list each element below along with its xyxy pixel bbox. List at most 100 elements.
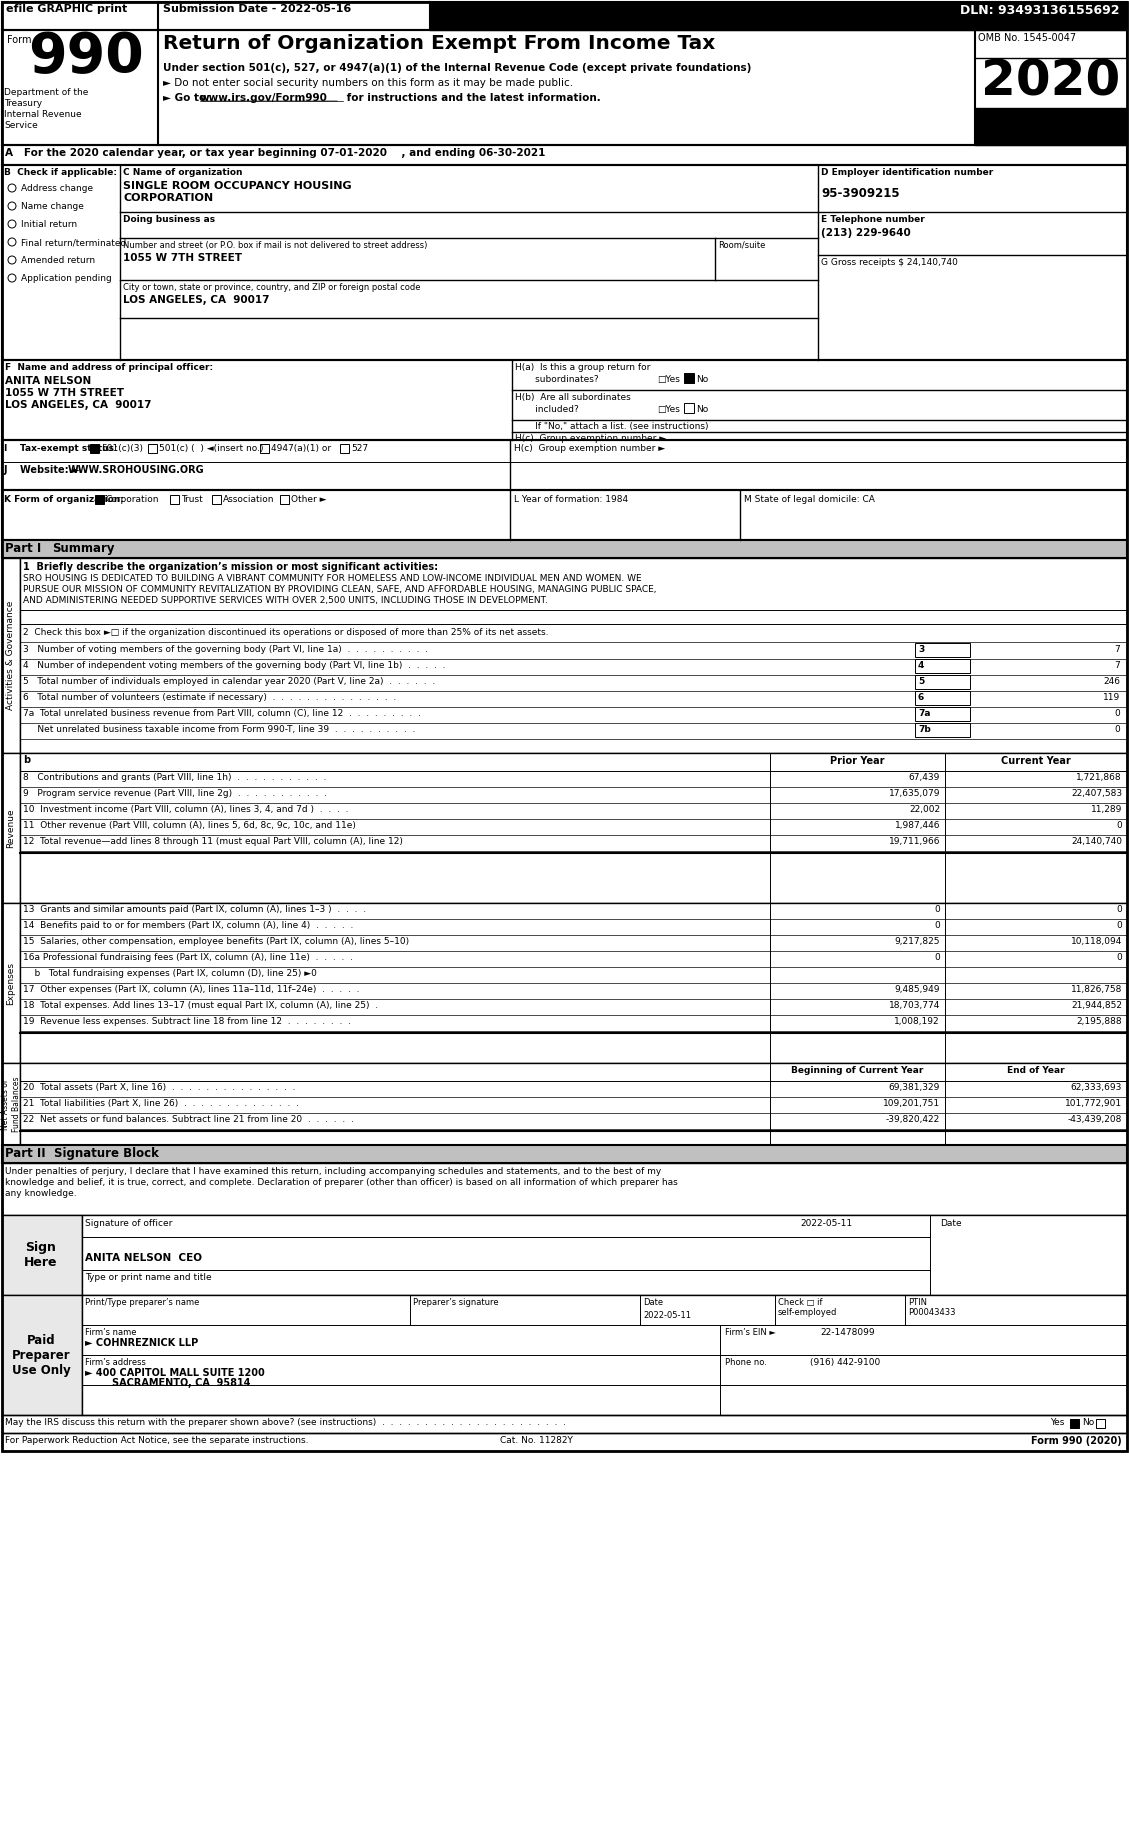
Bar [975,57,1127,109]
Text: 119: 119 [1103,693,1120,703]
Bar [2,441,1127,491]
Text: City or town, state or province, country, and ZIP or foreign postal code: City or town, state or province, country… [123,282,420,291]
Text: 1,008,192: 1,008,192 [894,1018,940,1025]
Text: Firm’s address: Firm’s address [85,1357,146,1366]
Text: 15  Salaries, other compensation, employee benefits (Part IX, column (A), lines : 15 Salaries, other compensation, employe… [23,937,409,946]
Text: Room/suite: Room/suite [718,242,765,251]
Text: 6   Total number of volunteers (estimate if necessary)  .  .  .  .  .  .  .  .  : 6 Total number of volunteers (estimate i… [23,693,396,703]
Text: Paid
Preparer
Use Only: Paid Preparer Use Only [11,1333,70,1376]
Text: 5: 5 [918,677,925,686]
Bar [20,1062,1127,1145]
Circle shape [8,219,16,229]
Text: SINGLE ROOM OCCUPANCY HOUSING: SINGLE ROOM OCCUPANCY HOUSING [123,181,351,192]
Text: 10,118,094: 10,118,094 [1070,937,1122,946]
Text: 4   Number of independent voting members of the governing body (Part VI, line 1b: 4 Number of independent voting members o… [23,660,446,669]
Text: 2  Check this box ►□ if the organization discontinued its operations or disposed: 2 Check this box ►□ if the organization … [23,629,549,636]
Text: Date: Date [644,1298,663,1307]
Text: Signature of officer: Signature of officer [85,1219,173,1228]
Text: Trust: Trust [181,494,203,503]
Text: SACRAMENTO, CA  95814: SACRAMENTO, CA 95814 [85,1377,251,1389]
Text: Yes: Yes [1050,1418,1065,1427]
Text: Net Assets or
Fund Balances: Net Assets or Fund Balances [1,1077,20,1132]
Text: 9,485,949: 9,485,949 [894,985,940,994]
Bar [2,1294,82,1414]
Bar [914,644,970,656]
Text: 21  Total liabilities (Part X, line 26)  .  .  .  .  .  .  .  .  .  .  .  .  .  : 21 Total liabilities (Part X, line 26) .… [23,1099,299,1108]
Bar [2,146,1127,164]
Text: 0: 0 [1114,725,1120,734]
Text: Treasury: Treasury [5,100,42,109]
Bar [20,904,1127,1062]
Circle shape [8,203,16,210]
Text: any knowledge.: any knowledge. [5,1189,77,1199]
Bar [1096,1420,1105,1427]
Text: Sign
Here: Sign Here [24,1241,58,1269]
Text: C Name of organization: C Name of organization [123,168,243,177]
Text: Net unrelated business taxable income from Form 990-T, line 39  .  .  .  .  .  .: Net unrelated business taxable income fr… [23,725,415,734]
Text: M State of legal domicile: CA: M State of legal domicile: CA [744,494,875,503]
Text: ► COHNREZNICK LLP: ► COHNREZNICK LLP [85,1339,199,1348]
Bar [2,1433,1127,1451]
Text: 10  Investment income (Part VIII, column (A), lines 3, 4, and 7d )  .  .  .  .: 10 Investment income (Part VIII, column … [23,806,349,813]
Text: 501(c) (  ) ◄(insert no.): 501(c) ( ) ◄(insert no.) [159,444,263,454]
Text: 0: 0 [1117,920,1122,929]
Circle shape [8,256,16,264]
Text: -39,820,422: -39,820,422 [886,1116,940,1125]
Text: 22,002: 22,002 [909,806,940,813]
Circle shape [8,275,16,282]
Text: Prior Year: Prior Year [830,756,885,765]
Text: Other ►: Other ► [291,494,326,503]
Text: for instructions and the latest information.: for instructions and the latest informat… [343,92,601,103]
Text: 95-3909215: 95-3909215 [821,186,900,199]
Text: efile GRAPHIC print: efile GRAPHIC print [6,4,128,15]
Text: 4: 4 [918,660,925,669]
Text: ANITA NELSON: ANITA NELSON [5,376,91,385]
Text: H(c)  Group exemption number ►: H(c) Group exemption number ► [514,444,665,454]
Text: 1,721,868: 1,721,868 [1076,773,1122,782]
Text: Part II: Part II [5,1147,45,1160]
Bar [20,559,1127,752]
Text: PTIN: PTIN [908,1298,927,1307]
Text: 13  Grants and similar amounts paid (Part IX, column (A), lines 1–3 )  .  .  .  : 13 Grants and similar amounts paid (Part… [23,905,366,915]
Text: B  Check if applicable:: B Check if applicable: [5,168,117,177]
Text: Initial return: Initial return [21,219,77,229]
Text: Activities & Governance: Activities & Governance [7,601,16,710]
Bar [20,835,1127,850]
Text: WWW.SROHOUSING.ORG: WWW.SROHOUSING.ORG [68,465,204,476]
Bar [2,1215,82,1294]
Text: self-employed: self-employed [778,1307,838,1317]
Bar [2,559,20,752]
Text: For Paperwork Reduction Act Notice, see the separate instructions.: For Paperwork Reduction Act Notice, see … [5,1436,308,1446]
Text: 22-1478099: 22-1478099 [820,1328,875,1337]
Text: 19  Revenue less expenses. Subtract line 18 from line 12  .  .  .  .  .  .  .  .: 19 Revenue less expenses. Subtract line … [23,1018,351,1025]
Text: Internal Revenue: Internal Revenue [5,111,81,120]
Text: 20  Total assets (Part X, line 16)  .  .  .  .  .  .  .  .  .  .  .  .  .  .  .: 20 Total assets (Part X, line 16) . . . … [23,1082,296,1092]
Text: LOS ANGELES, CA  90017: LOS ANGELES, CA 90017 [5,400,151,409]
Text: 990: 990 [28,30,143,85]
Bar [90,444,99,454]
Text: Return of Organization Exempt From Income Tax: Return of Organization Exempt From Incom… [163,33,716,53]
Text: 14  Benefits paid to or for members (Part IX, column (A), line 4)  .  .  .  .  .: 14 Benefits paid to or for members (Part… [23,920,353,929]
Text: 9,217,825: 9,217,825 [894,937,940,946]
Text: Association: Association [224,494,274,503]
Text: 24,140,740: 24,140,740 [1071,837,1122,846]
Text: Amended return: Amended return [21,256,95,266]
Bar [914,675,970,690]
Text: 67,439: 67,439 [909,773,940,782]
Text: If "No," attach a list. (see instructions): If "No," attach a list. (see instruction… [515,422,709,431]
Text: F  Name and address of principal officer:: F Name and address of principal officer: [5,363,213,372]
Bar [914,723,970,738]
Text: 7b: 7b [918,725,930,734]
Text: G Gross receipts $ 24,140,740: G Gross receipts $ 24,140,740 [821,258,957,267]
Text: 5   Total number of individuals employed in calendar year 2020 (Part V, line 2a): 5 Total number of individuals employed i… [23,677,436,686]
Text: Revenue: Revenue [7,808,16,848]
Bar [2,1145,1127,1164]
Text: I    Tax-exempt status:: I Tax-exempt status: [5,444,117,454]
Text: Cat. No. 11282Y: Cat. No. 11282Y [500,1436,572,1446]
Bar [2,164,1127,360]
Text: 11  Other revenue (Part VIII, column (A), lines 5, 6d, 8c, 9c, 10c, and 11e): 11 Other revenue (Part VIII, column (A),… [23,821,356,830]
Circle shape [8,184,16,192]
Text: Type or print name and title: Type or print name and title [85,1272,211,1282]
Text: E Telephone number: E Telephone number [821,216,925,223]
Text: Under section 501(c), 527, or 4947(a)(1) of the Internal Revenue Code (except pr: Under section 501(c), 527, or 4947(a)(1)… [163,63,752,74]
